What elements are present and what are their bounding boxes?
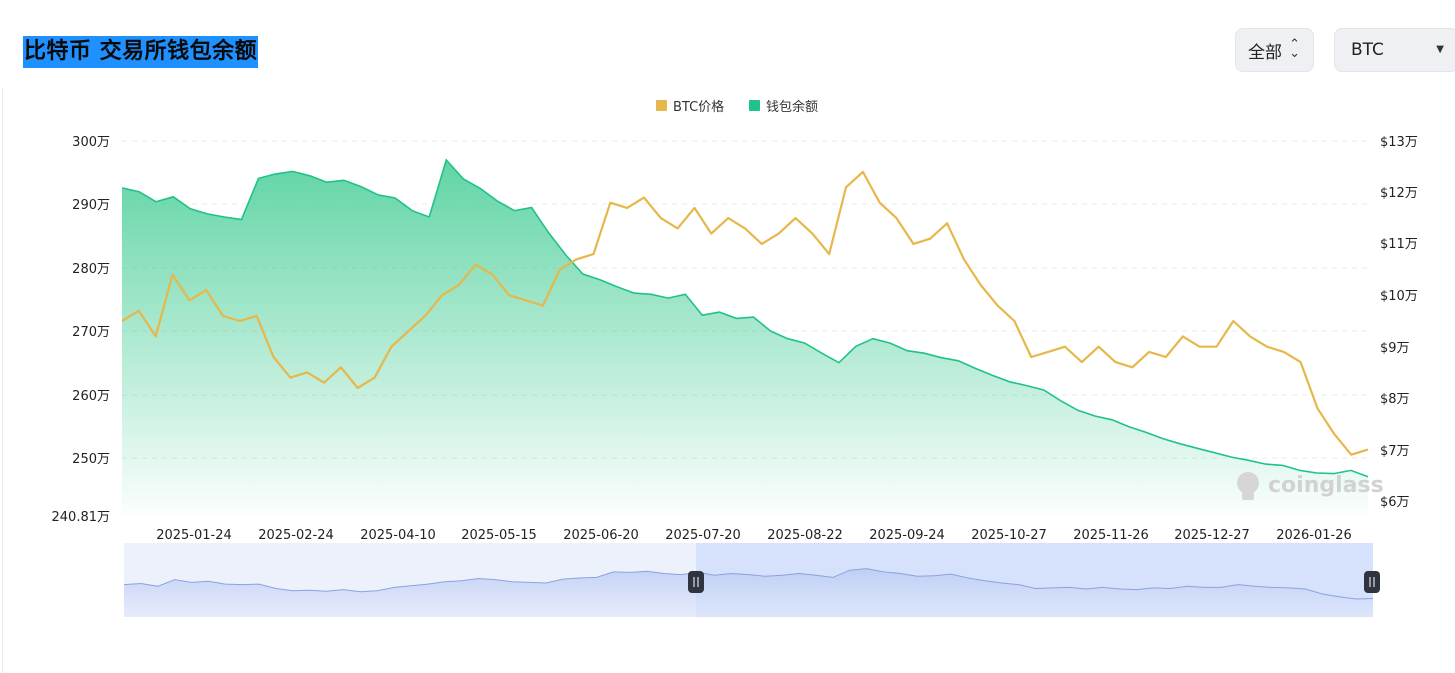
coin-select[interactable]: BTC ▼ [1334, 28, 1455, 72]
left-tick-label: 260万 [72, 389, 110, 404]
right-tick-label: $10万 [1380, 289, 1418, 304]
right-tick-label: $13万 [1380, 135, 1418, 150]
x-tick-label: 2025-05-15 [461, 528, 537, 543]
updown-chevron-icon: ⌃ ⌄ [1289, 37, 1300, 61]
page-title: 比特币 交易所钱包余额 [23, 36, 259, 68]
chart-legend[interactable]: BTC价格 钱包余额 [656, 99, 818, 115]
navigator-handle-right[interactable] [1364, 571, 1380, 593]
right-tick-label: $12万 [1380, 186, 1418, 201]
coinglass-logo-base [1242, 490, 1254, 500]
left-tick-label: 280万 [72, 262, 110, 277]
range-select-value: 全部 [1248, 42, 1282, 63]
x-tick-label: 2025-12-27 [1174, 528, 1250, 543]
coinglass-logo-icon [1237, 472, 1259, 494]
panel-divider [2, 88, 3, 673]
right-tick-label: $8万 [1380, 392, 1410, 407]
legend-label-1[interactable]: 钱包余额 [766, 99, 818, 115]
legend-swatch-1[interactable] [749, 100, 760, 111]
coin-select-value: BTC [1351, 40, 1384, 60]
caret-down-icon: ▼ [1436, 44, 1444, 55]
coinglass-watermark-text: coinglass [1268, 473, 1384, 498]
left-tick-label: 290万 [72, 198, 110, 213]
x-tick-label: 2025-10-27 [971, 528, 1047, 543]
left-axis: 300万 290万 280万 270万 260万 250万 240.81万 [52, 135, 111, 525]
x-tick-label: 2025-01-24 [156, 528, 232, 543]
wallet-balance-area [122, 160, 1368, 516]
right-axis: $13万 $12万 $11万 $10万 $9万 $8万 $7万 $6万 [1380, 135, 1418, 510]
x-tick-label: 2025-07-20 [665, 528, 741, 543]
left-tick-label: 240.81万 [52, 510, 111, 525]
right-tick-label: $6万 [1380, 495, 1410, 510]
x-tick-label: 2026-01-26 [1276, 528, 1352, 543]
x-tick-label: 2025-02-24 [258, 528, 334, 543]
x-tick-label: 2025-04-10 [360, 528, 436, 543]
legend-label-0[interactable]: BTC价格 [673, 99, 724, 115]
navigator-handle-left[interactable] [688, 571, 704, 593]
left-tick-label: 300万 [72, 135, 110, 150]
left-tick-label: 250万 [72, 452, 110, 467]
x-axis: 2025-01-24 2025-02-24 2025-04-10 2025-05-15… [156, 528, 1352, 543]
right-tick-label: $11万 [1380, 237, 1418, 252]
navigator-area [124, 568, 1373, 617]
legend-swatch-0[interactable] [656, 100, 667, 111]
x-tick-label: 2025-08-22 [767, 528, 843, 543]
x-tick-label: 2025-06-20 [563, 528, 639, 543]
coinglass-watermark: coinglass [1237, 472, 1384, 500]
x-tick-label: 2025-11-26 [1073, 528, 1149, 543]
x-tick-label: 2025-09-24 [869, 528, 945, 543]
right-tick-label: $7万 [1380, 444, 1410, 459]
range-select[interactable]: 全部 ⌃ ⌄ [1235, 28, 1314, 72]
wallet-balance-line[interactable] [121, 158, 1369, 478]
navigator-line [123, 568, 1374, 600]
right-tick-label: $9万 [1380, 341, 1410, 356]
left-tick-label: 270万 [72, 325, 110, 340]
range-navigator[interactable] [123, 543, 1380, 617]
btc-price-line[interactable] [121, 170, 1369, 456]
